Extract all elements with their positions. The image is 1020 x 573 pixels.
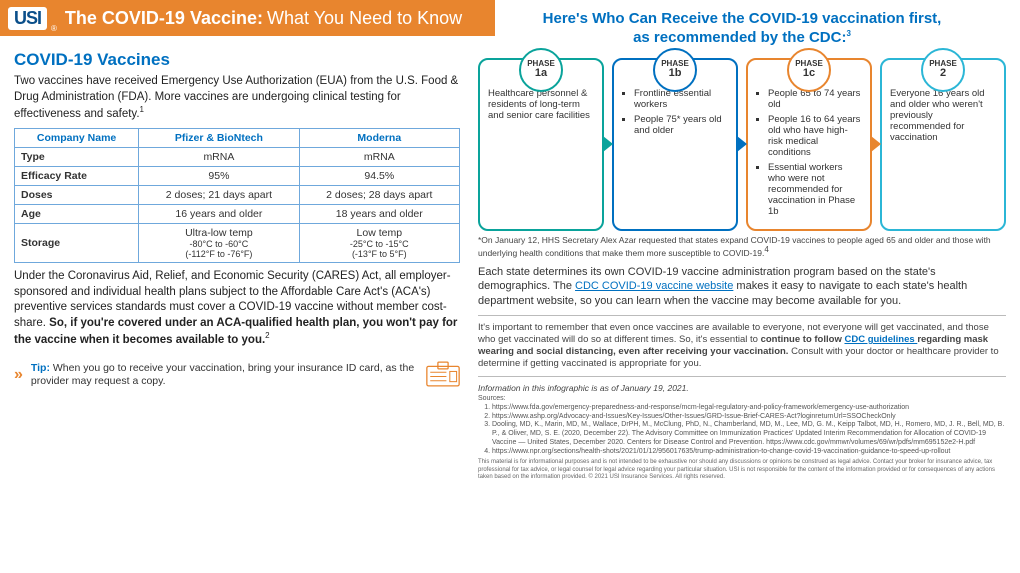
source-item: Dooling, MD, K., Marin, MD, M., Wallace,… [492,421,1006,447]
phase-list: People 65 to 74 years old People 16 to 64… [756,88,862,217]
table-header-moderna: Moderna [299,129,459,148]
header-bar: USI ® The COVID-19 Vaccine: What You Nee… [0,0,495,36]
table-rowhead: Age [15,205,139,224]
phase-arrow-icon [871,136,881,152]
phase-list: Frontline essential workers People 75* ye… [622,88,728,136]
id-card-icon [426,361,460,390]
sources-block: Sources: https://www.fda.gov/emergency-p… [478,395,1006,456]
table-cell: 16 years and older [139,205,299,224]
asterisk-sup: 4 [764,245,768,254]
phase-box-2: PHASE2Everyone 16 years old and older wh… [880,58,1006,231]
disclaimer: This material is for informational purpo… [478,459,1006,481]
divider [478,315,1006,316]
table-header-pfizer: Pfizer & BioNtech [139,129,299,148]
phase-body: Everyone 16 years old and older who were… [890,88,996,143]
source-item: https://www.ashp.org/Advocacy-and-Issues… [492,413,1006,422]
table-cell: 2 doses; 21 days apart [139,186,299,205]
table-rowhead: Efficacy Rate [15,167,139,186]
right-title-line2: as recommended by the CDC: [633,29,846,46]
sources-label: Sources: [478,395,506,402]
state-paragraph: Each state determines its own COVID-19 v… [478,265,1006,310]
table-cell: mRNA [299,148,459,167]
table-row: Efficacy Rate95%94.5% [15,167,460,186]
remember-bold: continue to follow [761,334,845,345]
source-item: https://www.fda.gov/emergency-preparedne… [492,404,1006,413]
table-rowhead: Type [15,148,139,167]
phase-list-item: Frontline essential workers [634,88,728,110]
asterisk-text: *On January 12, HHS Secretary Alex Azar … [478,235,991,258]
phase-badge: PHASE1a [519,48,563,92]
phase-list-item: People 75* years old and older [634,114,728,136]
header-title-rest: What You Need to Know [267,8,462,29]
tip-row: » Tip: When you go to receive your vacci… [14,361,460,390]
right-title-line1: Here's Who Can Receive the COVID-19 vacc… [543,10,942,27]
asterisk-note: *On January 12, HHS Secretary Alex Azar … [478,235,1006,259]
right-column: Here's Who Can Receive the COVID-19 vacc… [478,42,1006,481]
phase-list-item: People 16 to 64 years old who have high-… [768,114,862,158]
table-cell: 2 doses; 28 days apart [299,186,459,205]
registered-mark: ® [51,24,57,33]
tip-label: Tip: [31,362,50,374]
phase-badge: PHASE2 [921,48,965,92]
table-cell: 94.5% [299,167,459,186]
cares-sup: 2 [265,331,269,340]
phase-arrow-icon [603,136,613,152]
divider-2 [478,376,1006,377]
phases-row: PHASE1aHealthcare personnel & residents … [478,58,1006,231]
cdc-website-link[interactable]: CDC COVID-19 vaccine website [575,280,733,292]
phase-list-item: Essential workers who were not recommend… [768,162,862,217]
phase-list-item: People 65 to 74 years old [768,88,862,110]
phase-badge: PHASE1b [653,48,697,92]
intro-sup: 1 [140,105,144,114]
table-row: Age16 years and older18 years and older [15,205,460,224]
source-item: https://www.npr.org/sections/health-shot… [492,448,1006,457]
phase-box-1a: PHASE1aHealthcare personnel & residents … [478,58,604,231]
phase-badge: PHASE1c [787,48,831,92]
table-cell: Ultra-low temp-80°C to -60°C(-112°F to -… [139,224,299,263]
phase-body: Healthcare personnel & residents of long… [488,88,594,121]
tip-body: When you go to receive your vaccination,… [31,362,414,387]
remember-paragraph: It's important to remember that even onc… [478,322,1006,370]
tip-text: Tip: When you go to receive your vaccina… [31,362,418,388]
table-cell: 18 years and older [299,205,459,224]
table-header-company: Company Name [15,129,139,148]
chevron-icon: » [14,366,23,384]
section-title-vaccines: COVID-19 Vaccines [14,50,460,70]
usi-logo: USI [8,7,47,30]
cares-bold: So, if you're covered under an ACA-quali… [14,317,457,346]
intro-text: Two vaccines have received Emergency Use… [14,75,458,120]
cares-paragraph: Under the Coronavirus Aid, Relief, and E… [14,269,460,348]
table-cell: Low temp-25°C to -15°C(-13°F to 5°F) [299,224,459,263]
left-column: COVID-19 Vaccines Two vaccines have rece… [14,42,460,481]
phase-box-1c: PHASE1cPeople 65 to 74 years oldPeople 1… [746,58,872,231]
right-title: Here's Who Can Receive the COVID-19 vacc… [478,10,1006,48]
as-of-date: Information in this infographic is as of… [478,383,1006,394]
table-rowhead: Storage [15,224,139,263]
table-rowhead: Doses [15,186,139,205]
header-title-bold: The COVID-19 Vaccine: [65,8,263,29]
table-row: TypemRNAmRNA [15,148,460,167]
table-row: Doses2 doses; 21 days apart2 doses; 28 d… [15,186,460,205]
table-cell: 95% [139,167,299,186]
right-title-sup: 3 [846,29,850,38]
table-cell: mRNA [139,148,299,167]
phase-arrow-icon [737,136,747,152]
vaccine-table: Company Name Pfizer & BioNtech Moderna T… [14,128,460,263]
cdc-guidelines-link[interactable]: CDC guidelines [844,334,917,345]
table-row: StorageUltra-low temp-80°C to -60°C(-112… [15,224,460,263]
intro-paragraph: Two vaccines have received Emergency Use… [14,74,460,122]
phase-box-1b: PHASE1bFrontline essential workersPeople… [612,58,738,231]
